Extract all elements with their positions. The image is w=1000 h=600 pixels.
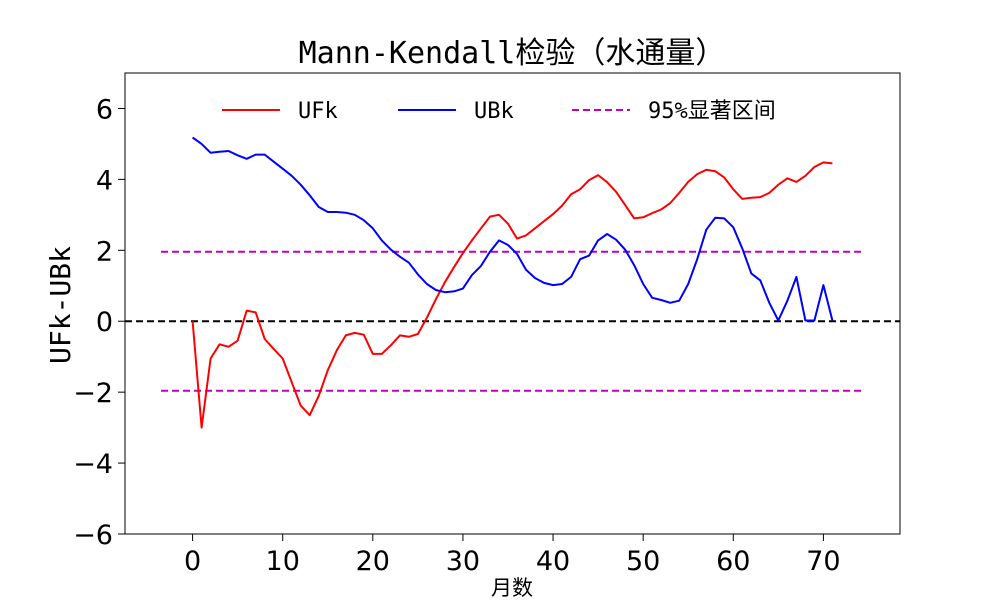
axes-frame	[124, 72, 901, 535]
series-line-ubk	[192, 136, 834, 322]
x-tick-label: 60	[716, 546, 750, 577]
x-tick-label: 20	[356, 546, 390, 577]
legend-label-ci: 95%显著区间	[648, 99, 776, 124]
x-tick-label: 70	[806, 546, 840, 577]
y-tick-label: −2	[73, 378, 113, 409]
x-axis-label: 月数	[491, 576, 533, 600]
y-tick-label: −6	[73, 520, 113, 551]
legend-label-ufk: UFk	[298, 99, 338, 124]
y-tick-label: 6	[96, 94, 113, 125]
x-tick-label: 30	[446, 546, 480, 577]
x-tick-label: 50	[626, 546, 660, 577]
x-tick-label: 0	[184, 546, 201, 577]
series-line-ufk	[191, 161, 833, 429]
y-tick-label: 0	[96, 307, 113, 338]
y-tick-label: 4	[96, 165, 113, 196]
legend: UFk UBk 95%显著区间	[222, 99, 776, 124]
x-tick-label: 40	[536, 546, 570, 577]
legend-label-ubk: UBk	[474, 99, 514, 124]
y-tick-label: −4	[73, 449, 113, 480]
chart-title: Mann-Kendall检验（水通量）	[299, 36, 726, 71]
y-tick-label: 2	[96, 236, 113, 267]
plot-area: 0 10 20 30 40 50 60 70 −6 −4 −2 0 2 4 6	[73, 72, 901, 577]
x-tick-label: 10	[266, 546, 300, 577]
y-axis-label: UFk-UBk	[44, 246, 77, 364]
